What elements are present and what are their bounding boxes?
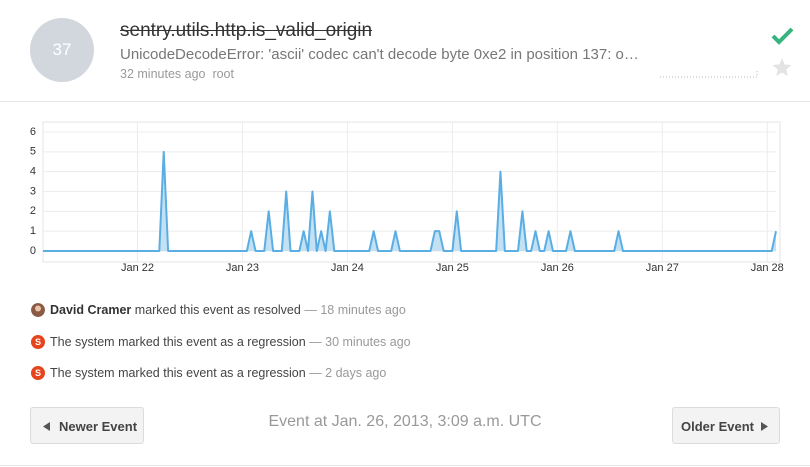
actor[interactable]: David Cramer [50,303,132,317]
newer-label: Newer Event [59,419,138,434]
divider [0,101,810,102]
activity-time: 2 days ago [325,366,387,380]
sparkline [660,69,758,78]
chart: 0 1 2 3 4 5 6 Jan 22 Jan 23 Jan 24 Jan 25 Jan 26 Jan… [30,121,784,274]
x-tick-label: Jan 23 [226,262,259,274]
bookmark-star[interactable] [772,58,792,76]
avatar: S [31,366,45,380]
older-button[interactable]: Older Event [672,407,780,444]
y-tick-label: 0 [30,245,36,257]
x-tick-label: Jan 24 [331,262,364,274]
dash: — [309,335,322,349]
avatar: S [31,335,45,349]
y-tick-label: 1 [30,225,36,237]
y-tick-label: 2 [30,205,36,217]
activity-time: 30 minutes ago [325,335,411,349]
area-fill [43,151,776,251]
event-title[interactable]: sentry.utils.http.is_valid_origin [120,20,373,41]
y-tick-label: 6 [30,126,36,138]
x-tick-label: Jan 27 [646,262,679,274]
event-count: 37 [30,18,94,82]
older-label: Older Event [681,419,754,434]
event-user: root [212,67,234,81]
activity-text: The system marked this event as a regres… [50,335,306,349]
sparkline-line [660,69,758,78]
event-time: 32 minutes ago [120,67,206,81]
dash: — [309,366,322,380]
activity-item: David Cramer marked this event as resolv… [50,303,406,317]
y-tick-label: 4 [30,166,36,178]
event-timestamp: Event at Jan. 26, 2013, 3:09 a.m. UTC [268,413,542,430]
x-tick-label: Jan 26 [541,262,574,274]
y-tick-label: 3 [30,185,36,197]
activity-item: The system marked this event as a regres… [50,335,411,349]
activity-text: marked this event as resolved [134,303,301,317]
status-icons [771,27,794,76]
avatar [31,303,45,317]
dash: — [304,303,317,317]
event-message: UnicodeDecodeError: 'ascii' codec can't … [120,46,639,63]
x-tick-label: Jan 22 [121,262,154,274]
x-tick-label: Jan 25 [436,262,469,274]
activity-text: The system marked this event as a regres… [50,366,306,380]
series-line [43,150,777,252]
activity-item: The system marked this event as a regres… [50,366,386,380]
event-meta: 32 minutes ago root [120,67,234,81]
right-arrow [761,422,768,431]
divider [0,465,810,466]
activity-time: 18 minutes ago [320,303,406,317]
y-tick-label: 5 [30,146,36,158]
x-tick-label: Jan 28 [751,262,784,274]
newer-button[interactable]: Newer Event [30,407,144,444]
resolved-check[interactable] [771,27,794,45]
left-arrow [43,422,50,431]
